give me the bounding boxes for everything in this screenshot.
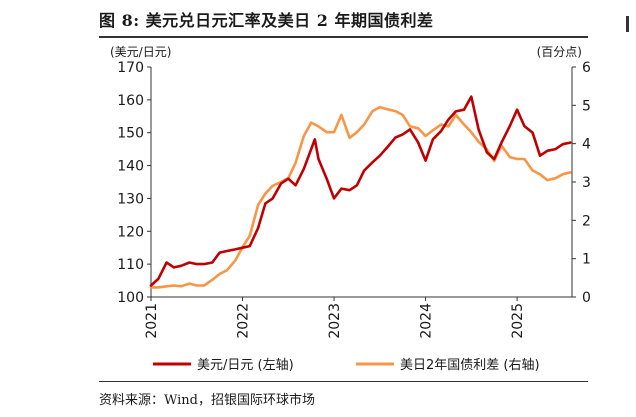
right-tick-label: 4	[582, 137, 591, 153]
x-tick-label: 2025	[510, 303, 526, 339]
left-tick-label: 120	[117, 224, 144, 240]
adjacent-column-marker	[626, 16, 629, 32]
x-tick-label: 2022	[236, 303, 252, 339]
right-tick-label: 2	[582, 213, 591, 229]
left-axis-unit: (美元/日元)	[110, 45, 171, 59]
right-tick-label: 1	[582, 252, 591, 268]
legend-label: 美日2年国债利差 (右轴)	[400, 358, 540, 373]
x-tick-label: 2024	[419, 303, 435, 339]
chart-legend: 美元/日元 (左轴) 美日2年国债利差 (右轴)	[153, 358, 540, 373]
left-tick-label: 170	[117, 60, 144, 76]
chart-series	[149, 95, 572, 289]
usdjpy-series-line	[149, 95, 572, 287]
left-tick-label: 140	[117, 159, 144, 175]
left-tick-label: 130	[117, 191, 144, 207]
right-tick-label: 0	[582, 290, 591, 306]
right-tick-label: 6	[582, 60, 591, 76]
chart-axes: 100 110 120 130 140 150 160 170 0 1 2 3 4 5 6 2021 2022 2…	[117, 60, 591, 339]
left-tick-label: 150	[117, 126, 144, 142]
left-tick-label: 110	[117, 257, 144, 273]
figure-title: 图 8: 美元兑日元汇率及美日 2 年期国债利差	[99, 11, 434, 30]
legend-label: 美元/日元 (左轴)	[197, 358, 294, 373]
left-tick-label: 160	[117, 93, 144, 109]
title-rule	[99, 36, 588, 38]
right-axis-unit: (百分点)	[537, 45, 582, 59]
left-tick-label: 100	[117, 290, 144, 306]
x-tick-label: 2023	[327, 303, 343, 339]
right-tick-label: 3	[582, 175, 591, 191]
x-tick-label: 2021	[144, 303, 160, 339]
adjacent-column-fragment	[626, 0, 636, 417]
source-note: 资料来源：Wind，招银国际环球市场	[99, 393, 315, 408]
source-rule	[99, 381, 588, 382]
right-tick-label: 5	[582, 98, 591, 114]
